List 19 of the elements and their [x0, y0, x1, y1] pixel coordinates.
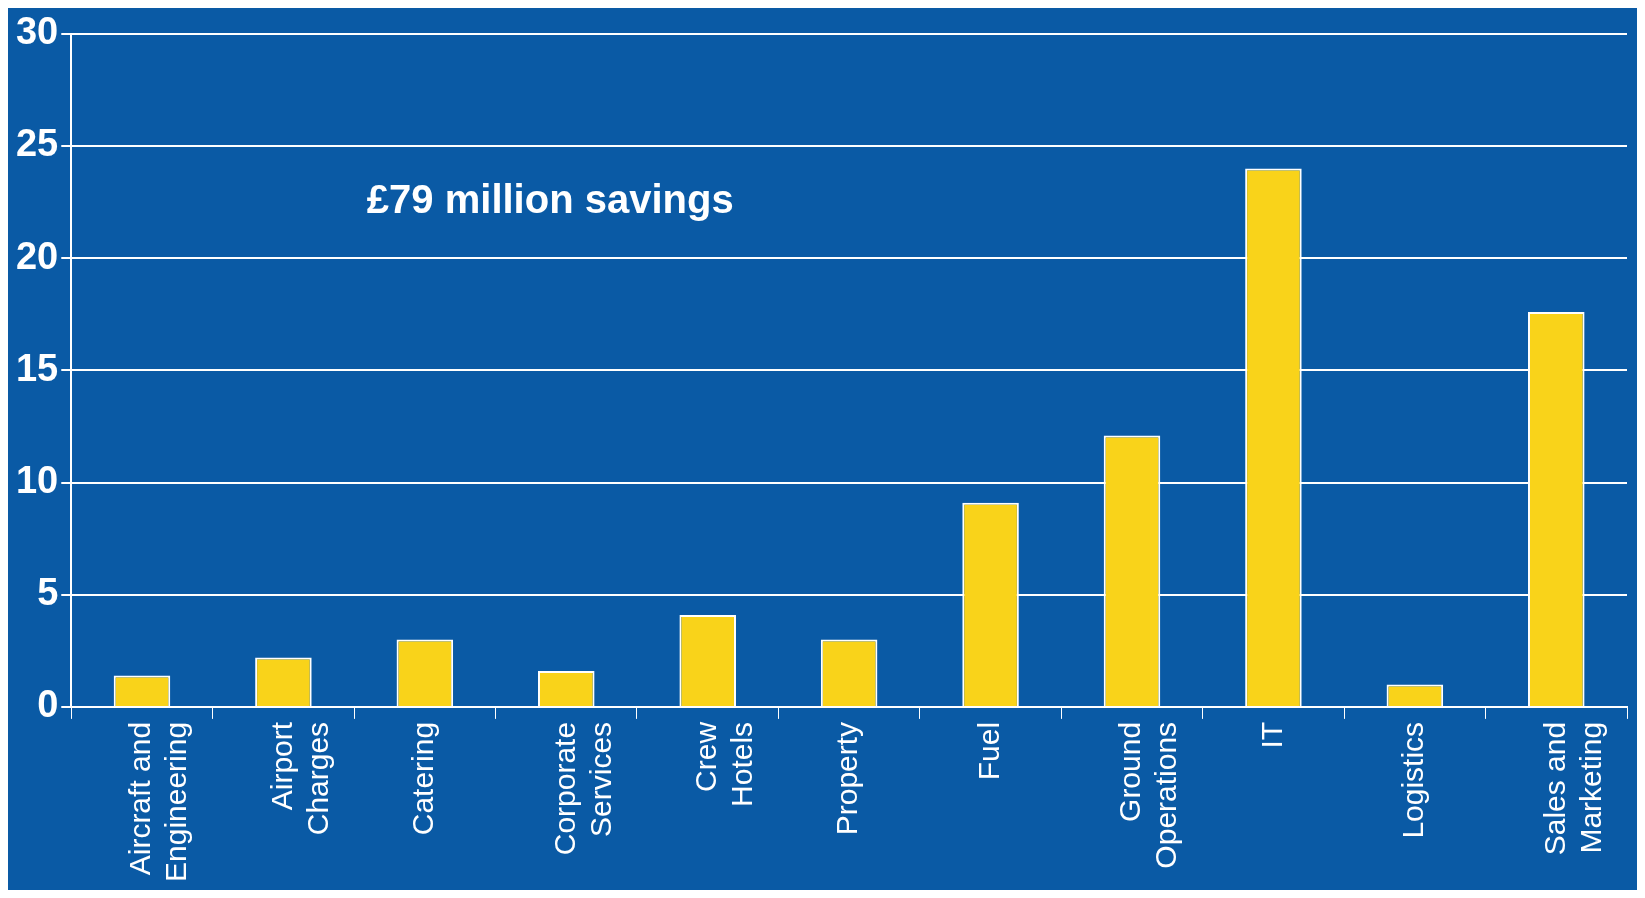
x-tick-label: Crew Hotels — [688, 721, 758, 807]
y-tick-label: 0 — [37, 683, 59, 726]
y-tick-label: 25 — [15, 122, 59, 165]
x-tick-label: Catering — [406, 721, 440, 836]
y-tick-label: 30 — [15, 10, 59, 53]
x-tick-label: Fuel — [971, 721, 1005, 781]
y-tick-label: 10 — [15, 459, 59, 501]
x-tick-label: Property — [830, 721, 864, 836]
y-tick-label: 5 — [37, 571, 59, 614]
annotation: £79 million savings — [366, 177, 734, 222]
x-tick-label: Aircraft and Engineering — [123, 721, 193, 882]
y-tick-label: 20 — [15, 234, 59, 277]
y-tick-label: 15 — [15, 346, 59, 389]
x-tick-label: Sales and Marketing — [1537, 721, 1607, 856]
x-tick-label: Corporate Services — [547, 721, 617, 856]
x-tick-label: Airport Charges — [264, 721, 334, 836]
x-tick-label: Logistics — [1396, 721, 1430, 839]
x-tick-label: Ground Operations — [1113, 721, 1183, 869]
x-tick-label: IT — [1254, 721, 1288, 749]
